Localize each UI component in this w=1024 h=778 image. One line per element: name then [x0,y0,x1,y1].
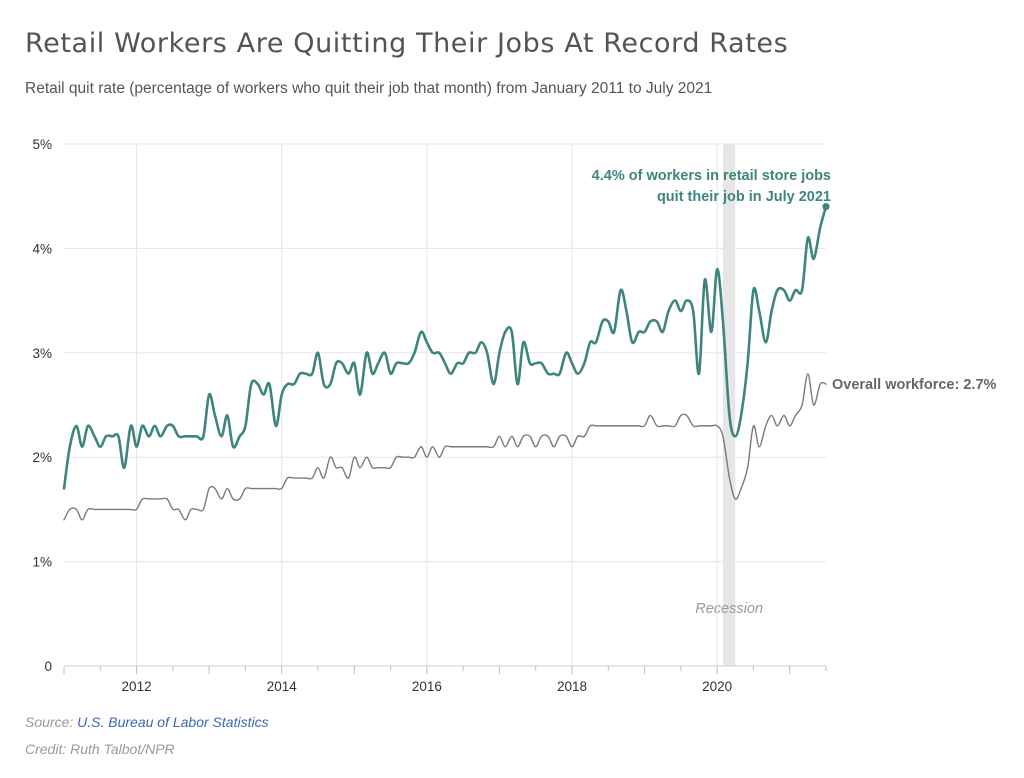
retail-annotation-line: 4.4% of workers in retail store jobs [592,168,831,184]
overall-annotation-label: Overall workforce: 2.7% [832,377,997,393]
y-tick-label: 3% [32,346,52,361]
y-tick-label: 1% [32,555,52,570]
source-label: Source: [25,714,74,730]
x-tick-label: 2012 [122,679,152,694]
recession-label: Recession [695,601,763,617]
source-link[interactable]: U.S. Bureau of Labor Statistics [77,714,269,730]
source-note: Source: U.S. Bureau of Labor Statistics [25,714,269,730]
x-tick-label: 2014 [267,679,298,694]
x-axis: 2012 2014 2016 2018 2020 [63,665,827,694]
credit-note: Credit: Ruth Talbot/NPR [25,741,175,757]
chart-subtitle: Retail quit rate (percentage of workers … [25,80,713,97]
retail-series-line [62,205,828,490]
x-tick-label: 2016 [412,679,442,694]
retail-annotation-line: quit their job in July 2021 [657,189,831,205]
chart-title: Retail Workers Are Quitting Their Jobs A… [25,28,789,59]
grid-lines [64,143,826,666]
x-tick-label: 2020 [702,679,732,694]
y-tick-label: 5% [32,137,52,152]
y-axis-tick-labels: 0 1% 2% 3% 4% 5% [32,137,52,674]
y-tick-label: 0 [44,659,52,674]
series-lines [62,205,828,521]
y-tick-label: 2% [32,450,52,465]
annotations: 4.4% of workers in retail store jobs quit… [592,168,997,393]
retail-end-point [822,203,830,211]
overall-series-line [63,372,827,521]
x-tick-label: 2018 [557,679,587,694]
y-tick-label: 4% [32,241,52,256]
